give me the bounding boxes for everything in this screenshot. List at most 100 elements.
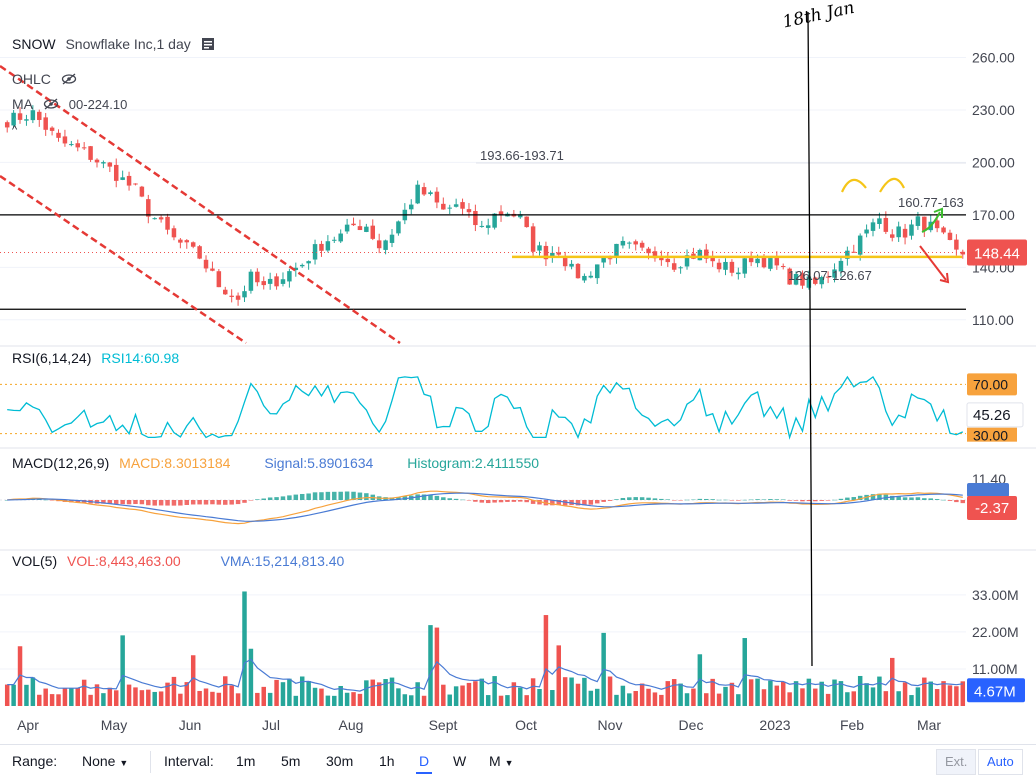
symbol-text: SNOW: [12, 36, 56, 52]
candle-body: [845, 250, 850, 259]
candle-body: [325, 241, 331, 251]
candle: [562, 251, 568, 271]
candle-body: [30, 110, 36, 121]
range-value: None: [82, 753, 116, 769]
macd-histogram-bar: [761, 499, 767, 500]
volume-bar: [562, 677, 568, 706]
candle: [838, 256, 844, 277]
macd-histogram-bar: [793, 500, 799, 501]
candle-body: [909, 224, 914, 236]
candle: [819, 275, 824, 289]
candle: [332, 236, 337, 244]
macd-label: MACD(12,26,9): [12, 455, 110, 471]
candle-body: [299, 264, 305, 267]
macd-histogram-bar: [633, 497, 638, 500]
candle: [4, 120, 10, 133]
macd-histogram-bar: [299, 493, 305, 500]
red-down-arrow: [919, 245, 947, 281]
volume-bar: [607, 676, 613, 706]
candle: [851, 244, 857, 253]
candle-body: [947, 232, 953, 240]
candle: [902, 223, 908, 245]
eye-slash-icon[interactable]: [61, 72, 77, 88]
time-tick-label: Dec: [679, 717, 704, 733]
candle: [736, 267, 741, 280]
volume-bar: [203, 688, 209, 706]
candle: [357, 219, 363, 231]
rsi-value: RSI14:60.98: [101, 350, 180, 366]
volume-bar: [832, 679, 837, 706]
macd-histogram-bar: [203, 500, 209, 505]
bottom-toolbar: Range: None ▼ Interval: 1m 5m 30m 1h D W…: [0, 744, 1036, 779]
volume-bar: [813, 688, 818, 706]
time-tick-label: Aug: [339, 717, 364, 733]
volume-bar: [293, 695, 299, 706]
candle: [537, 241, 542, 256]
interval-1h[interactable]: 1h: [379, 753, 395, 769]
candle-body: [601, 257, 606, 263]
ma-legend[interactable]: MA 00-224.10: [12, 96, 133, 113]
volume-bar: [389, 677, 395, 706]
candle-body: [338, 233, 343, 242]
handwritten-date-label: 18th Jan: [781, 0, 856, 32]
macd-histogram-bar: [428, 494, 433, 500]
details-icon[interactable]: [201, 37, 215, 54]
collapse-chevron-icon[interactable]: ^: [12, 124, 18, 136]
candle-body: [755, 258, 760, 264]
interval-m[interactable]: M ▼: [489, 753, 513, 769]
volume-bar: [312, 687, 318, 706]
candle: [255, 268, 260, 287]
candle-body: [383, 240, 388, 250]
volume-bar: [69, 688, 74, 706]
candle: [325, 235, 331, 253]
range-select[interactable]: None ▼: [82, 753, 128, 769]
macd-histogram-bar: [896, 496, 901, 500]
ohlc-legend[interactable]: OHLC: [12, 71, 83, 88]
candle-body: [428, 192, 433, 195]
candle: [197, 245, 202, 260]
candle-body: [915, 216, 921, 226]
interval-1m[interactable]: 1m: [236, 753, 256, 769]
volume-bar: [594, 688, 600, 706]
volume-bar: [274, 679, 279, 706]
interval-30m[interactable]: 30m: [326, 753, 354, 769]
macd-histogram-bar: [941, 499, 946, 501]
interval-d[interactable]: D: [419, 753, 430, 769]
candle-body: [190, 242, 196, 247]
eye-slash-icon[interactable]: [43, 97, 59, 113]
volume-bar: [17, 646, 23, 706]
candle-body: [441, 203, 446, 210]
candle-body: [364, 226, 369, 232]
signal-line: [7, 492, 963, 522]
volume-bar: [704, 693, 709, 706]
volume-bar: [101, 693, 106, 706]
volume-bar: [94, 684, 100, 706]
auto-toggle[interactable]: Auto: [978, 749, 1023, 775]
volume-bar: [338, 685, 343, 706]
volume-last-tag: [967, 678, 1025, 703]
candle-body: [877, 218, 882, 225]
candle: [415, 180, 420, 205]
candle-body: [607, 258, 613, 260]
macd-histogram-bar: [909, 497, 914, 500]
interval-w[interactable]: W: [453, 753, 467, 769]
candle: [511, 209, 517, 218]
chevron-down-icon: ▼: [504, 758, 514, 768]
candle: [832, 263, 837, 283]
candle: [261, 276, 266, 290]
volume-bar: [633, 691, 638, 706]
volume-bar: [216, 692, 222, 706]
volume-bar: [229, 685, 234, 706]
volume-bar: [537, 689, 542, 706]
candle: [133, 183, 138, 186]
interval-5m[interactable]: 5m: [281, 753, 301, 769]
histogram-value: Histogram:2.4111550: [407, 455, 540, 471]
candle-body: [210, 268, 215, 271]
ext-toggle[interactable]: Ext.: [936, 749, 977, 775]
chart-canvas[interactable]: 260.00230.00200.00170.00140.00110.00148.…: [0, 0, 1036, 744]
volume-bar: [556, 645, 561, 706]
candle: [248, 269, 254, 294]
macd-histogram-bar: [800, 500, 805, 502]
volume-bar: [819, 681, 824, 706]
candle-body: [537, 245, 542, 251]
